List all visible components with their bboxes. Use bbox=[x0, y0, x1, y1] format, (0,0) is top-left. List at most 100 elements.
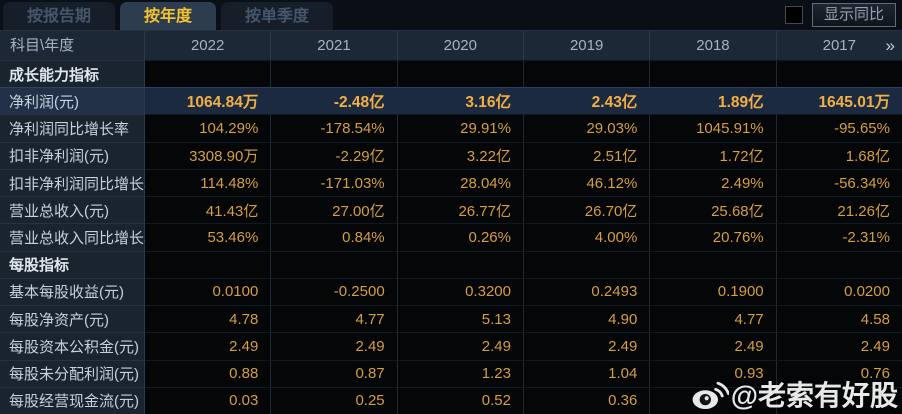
row-cells: 0.0100 -0.2500 0.3200 0.2493 0.1900 0.0200 bbox=[145, 277, 902, 306]
tab-report-period[interactable]: 按报告期 bbox=[3, 2, 116, 30]
row-cells: 104.29% -178.54% 29.91% 29.03% 1045.91% -95.6… bbox=[145, 114, 902, 142]
data-cell: 104.29% bbox=[145, 114, 272, 142]
tab-by-quarter[interactable]: 按单季度 bbox=[221, 2, 334, 30]
data-cell: 2.43亿 bbox=[523, 87, 651, 115]
data-cell: -2.48亿 bbox=[271, 87, 398, 115]
data-cell: 4.90 bbox=[523, 305, 651, 333]
table-row: 每股经营现金流(元) 0.03 0.25 0.52 0.36 bbox=[0, 386, 902, 414]
data-cell: 1645.01万 bbox=[776, 87, 902, 115]
show-yoy-button[interactable]: 显示同比 bbox=[812, 3, 896, 27]
data-cell: 0.88 bbox=[145, 359, 272, 387]
data-cell: 53.46% bbox=[145, 223, 272, 251]
table-row: 扣非净利润同比增长率 114.48% -171.03% 28.04% 46.12% 2.4… bbox=[0, 168, 902, 197]
section-row: 成长能力指标 bbox=[0, 60, 902, 88]
data-cell: 46.12% bbox=[523, 168, 651, 197]
data-cell: 1045.91% bbox=[650, 114, 777, 142]
column-header-2020: 2020 bbox=[398, 31, 524, 60]
row-cells: 1064.84万 -2.48亿 3.16亿 2.43亿 1.89亿 1645.01万 bbox=[145, 87, 902, 115]
data-cell: 0.1900 bbox=[650, 277, 777, 306]
column-header-2019: 2019 bbox=[524, 31, 651, 60]
data-cell: 0.36 bbox=[523, 386, 651, 414]
row-cells: 114.48% -171.03% 28.04% 46.12% 2.49% -56.34% bbox=[145, 168, 902, 197]
row-label: 每股资本公积金(元) bbox=[0, 332, 145, 360]
data-cell: 29.91% bbox=[397, 114, 524, 142]
data-cell bbox=[523, 60, 651, 88]
row-cells: 2.49 2.49 2.49 2.49 2.49 2.49 bbox=[145, 332, 902, 360]
data-cell: 3308.90万 bbox=[145, 141, 272, 169]
data-cell bbox=[650, 386, 777, 414]
column-header-2018: 2018 bbox=[650, 31, 777, 60]
table-row: 基本每股收益(元) 0.0100 -0.2500 0.3200 0.2493 0.1900… bbox=[0, 277, 902, 306]
row-label: 每股经营现金流(元) bbox=[0, 386, 145, 414]
data-cell bbox=[776, 60, 902, 88]
data-cell: 2.49 bbox=[145, 332, 272, 360]
data-cell: 1.68亿 bbox=[776, 141, 902, 169]
show-yoy-checkbox[interactable] bbox=[785, 6, 803, 24]
row-cells: 0.88 0.87 1.23 1.04 0.93 0.76 bbox=[145, 359, 902, 387]
data-cell bbox=[271, 250, 398, 278]
table-header-row: 科目\年度 2022 2021 2020 2019 2018 2017 » bbox=[0, 30, 902, 60]
data-cell: 0.2493 bbox=[523, 277, 651, 306]
data-cell bbox=[650, 250, 777, 278]
data-cell: 29.03% bbox=[523, 114, 651, 142]
row-label: 营业总收入(元) bbox=[0, 196, 145, 224]
data-cell: 4.00% bbox=[523, 223, 651, 251]
data-cell: -171.03% bbox=[271, 168, 398, 197]
data-cell: 4.77 bbox=[271, 305, 398, 333]
tab-by-year[interactable]: 按年度 bbox=[120, 2, 217, 30]
data-cell: 114.48% bbox=[145, 168, 272, 197]
data-cell: 0.0200 bbox=[776, 277, 902, 306]
data-cell: 1.23 bbox=[397, 359, 524, 387]
data-cell: 28.04% bbox=[397, 168, 524, 197]
tab-bar: 按报告期 按年度 按单季度 显示同比 bbox=[0, 0, 902, 30]
table-row: 营业总收入(元) 41.43亿 27.00亿 26.77亿 26.70亿 25.68亿 21… bbox=[0, 196, 902, 224]
data-cell bbox=[776, 250, 902, 278]
data-cell: 0.93 bbox=[650, 359, 777, 387]
data-cell: 25.68亿 bbox=[650, 196, 777, 224]
data-cell: 1.72亿 bbox=[650, 141, 777, 169]
data-cell: 20.76% bbox=[650, 223, 777, 251]
data-cell: -56.34% bbox=[776, 168, 902, 197]
year-columns: 2022 2021 2020 2019 2018 2017 bbox=[145, 31, 902, 60]
data-cell bbox=[523, 250, 651, 278]
row-label: 基本每股收益(元) bbox=[0, 277, 145, 306]
data-cell: 21.26亿 bbox=[776, 196, 902, 224]
data-cell: -2.29亿 bbox=[271, 141, 398, 169]
data-cell bbox=[650, 60, 777, 88]
data-cell: 2.51亿 bbox=[523, 141, 651, 169]
table-row: 净利润同比增长率 104.29% -178.54% 29.91% 29.03% 1045.… bbox=[0, 114, 902, 142]
data-cell: 26.77亿 bbox=[397, 196, 524, 224]
row-label: 扣非净利润(元) bbox=[0, 141, 145, 169]
data-cell: 2.49 bbox=[650, 332, 777, 360]
data-cell: 1064.84万 bbox=[145, 87, 272, 115]
table-body: 成长能力指标 净利润(元) 1064.84万 -2.48亿 3.16亿 2.43亿 1.89… bbox=[0, 60, 902, 414]
corner-header-cell: 科目\年度 bbox=[0, 31, 145, 60]
data-cell: 26.70亿 bbox=[523, 196, 651, 224]
data-cell: -95.65% bbox=[776, 114, 902, 142]
data-cell: 2.49 bbox=[523, 332, 651, 360]
data-cell: -178.54% bbox=[271, 114, 398, 142]
more-columns-icon[interactable]: » bbox=[885, 36, 895, 55]
data-cell bbox=[776, 386, 902, 414]
column-header-2021: 2021 bbox=[271, 31, 398, 60]
data-cell bbox=[271, 60, 398, 88]
row-label: 每股净资产(元) bbox=[0, 305, 145, 333]
row-cells: 0.03 0.25 0.52 0.36 bbox=[145, 386, 902, 414]
table-row: 每股净资产(元) 4.78 4.77 5.13 4.90 4.77 4.58 bbox=[0, 305, 902, 333]
data-cell: 0.84% bbox=[271, 223, 398, 251]
data-cell: 2.49% bbox=[650, 168, 777, 197]
row-cells: 3308.90万 -2.29亿 3.22亿 2.51亿 1.72亿 1.68亿 bbox=[145, 141, 902, 169]
data-cell: 2.49 bbox=[271, 332, 398, 360]
data-cell: 41.43亿 bbox=[145, 196, 272, 224]
table-row: 净利润(元) 1064.84万 -2.48亿 3.16亿 2.43亿 1.89亿 1645.… bbox=[0, 87, 902, 115]
data-cell: 3.16亿 bbox=[397, 87, 524, 115]
row-cells: 4.78 4.77 5.13 4.90 4.77 4.58 bbox=[145, 305, 902, 333]
data-cell: 3.22亿 bbox=[397, 141, 524, 169]
data-cell: 0.03 bbox=[145, 386, 272, 414]
data-cell: -2.31% bbox=[776, 223, 902, 251]
row-cells: 41.43亿 27.00亿 26.77亿 26.70亿 25.68亿 21.26亿 bbox=[145, 196, 902, 224]
data-cell: 0.76 bbox=[776, 359, 902, 387]
column-header-2022: 2022 bbox=[145, 31, 272, 60]
data-cell: 0.25 bbox=[271, 386, 398, 414]
row-label: 净利润(元) bbox=[0, 87, 145, 115]
